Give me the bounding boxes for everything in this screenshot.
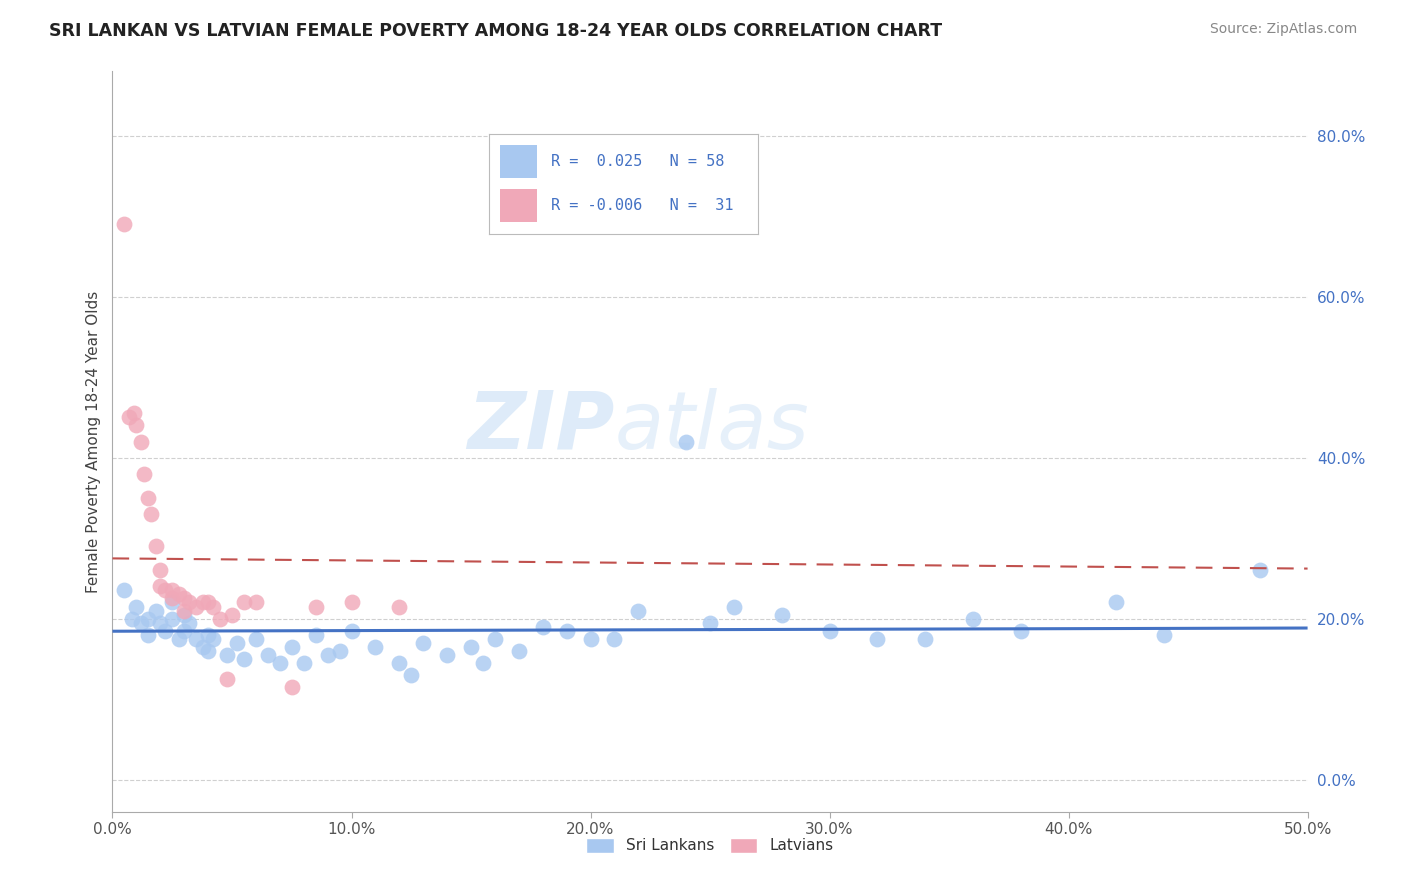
Point [114, 583, 135, 598]
Point [153, 624, 176, 638]
Point [132, 467, 155, 481]
Point [138, 491, 160, 505]
Point [169, 587, 191, 601]
Point [114, 217, 135, 231]
Point [209, 611, 232, 625]
Point [149, 563, 172, 577]
Point [699, 615, 721, 630]
Point [269, 656, 291, 670]
Point [139, 507, 162, 521]
Point [675, 434, 697, 449]
Point [484, 632, 506, 646]
Point [1010, 624, 1032, 638]
Point [579, 632, 602, 646]
Point [472, 656, 495, 670]
Point [818, 624, 841, 638]
Point [1249, 563, 1271, 577]
Point [388, 599, 411, 614]
Point [201, 599, 224, 614]
Point [145, 603, 167, 617]
Point [173, 607, 195, 622]
Point [1153, 628, 1175, 642]
Text: ZIP: ZIP [467, 388, 614, 466]
Point [186, 599, 208, 614]
Point [460, 640, 482, 654]
Point [217, 648, 239, 662]
Point [316, 648, 339, 662]
Point [217, 672, 239, 686]
Point [627, 603, 650, 617]
Point [221, 607, 243, 622]
Point [138, 628, 160, 642]
Point [281, 640, 304, 654]
Point [305, 628, 328, 642]
Point [412, 636, 434, 650]
Point [169, 632, 191, 646]
Point [329, 644, 352, 658]
Point [138, 611, 160, 625]
Legend: Sri Lankans, Latvians: Sri Lankans, Latvians [581, 832, 839, 860]
Point [201, 632, 224, 646]
Y-axis label: Female Poverty Among 18-24 Year Olds: Female Poverty Among 18-24 Year Olds [86, 291, 101, 592]
Point [866, 632, 889, 646]
Point [292, 656, 315, 670]
Point [125, 418, 148, 433]
Point [173, 591, 195, 606]
Point [305, 599, 328, 614]
Point [281, 680, 304, 694]
Point [129, 434, 152, 449]
Point [162, 583, 183, 598]
Point [436, 648, 458, 662]
Point [149, 615, 172, 630]
Point [145, 539, 167, 553]
Point [245, 595, 267, 609]
Point [257, 648, 280, 662]
Point [177, 615, 200, 630]
Point [531, 619, 554, 633]
Point [125, 599, 148, 614]
Point [245, 632, 267, 646]
Point [233, 595, 256, 609]
Point [340, 624, 363, 638]
Point [129, 615, 152, 630]
Point [149, 579, 172, 593]
Point [193, 595, 215, 609]
Point [962, 611, 984, 625]
Point [233, 652, 256, 666]
Point [1105, 595, 1128, 609]
Point [364, 640, 387, 654]
Point [162, 591, 183, 606]
Point [197, 644, 219, 658]
Point [173, 624, 195, 638]
Point [603, 632, 626, 646]
Point [173, 603, 195, 617]
Point [555, 624, 578, 638]
Point [162, 611, 183, 625]
Point [177, 595, 200, 609]
Point [122, 406, 145, 420]
Point [770, 607, 793, 622]
Point [162, 595, 183, 609]
Point [186, 632, 208, 646]
Text: SRI LANKAN VS LATVIAN FEMALE POVERTY AMONG 18-24 YEAR OLDS CORRELATION CHART: SRI LANKAN VS LATVIAN FEMALE POVERTY AMO… [49, 22, 942, 40]
Point [508, 644, 530, 658]
Text: Source: ZipAtlas.com: Source: ZipAtlas.com [1209, 22, 1357, 37]
Point [118, 410, 141, 425]
Point [401, 668, 423, 682]
Point [723, 599, 745, 614]
Text: atlas: atlas [614, 388, 810, 466]
Point [193, 640, 215, 654]
Point [340, 595, 363, 609]
Point [197, 628, 219, 642]
Point [388, 656, 411, 670]
Point [121, 611, 143, 625]
Point [153, 583, 176, 598]
Point [197, 595, 219, 609]
Point [914, 632, 936, 646]
Point [225, 636, 247, 650]
